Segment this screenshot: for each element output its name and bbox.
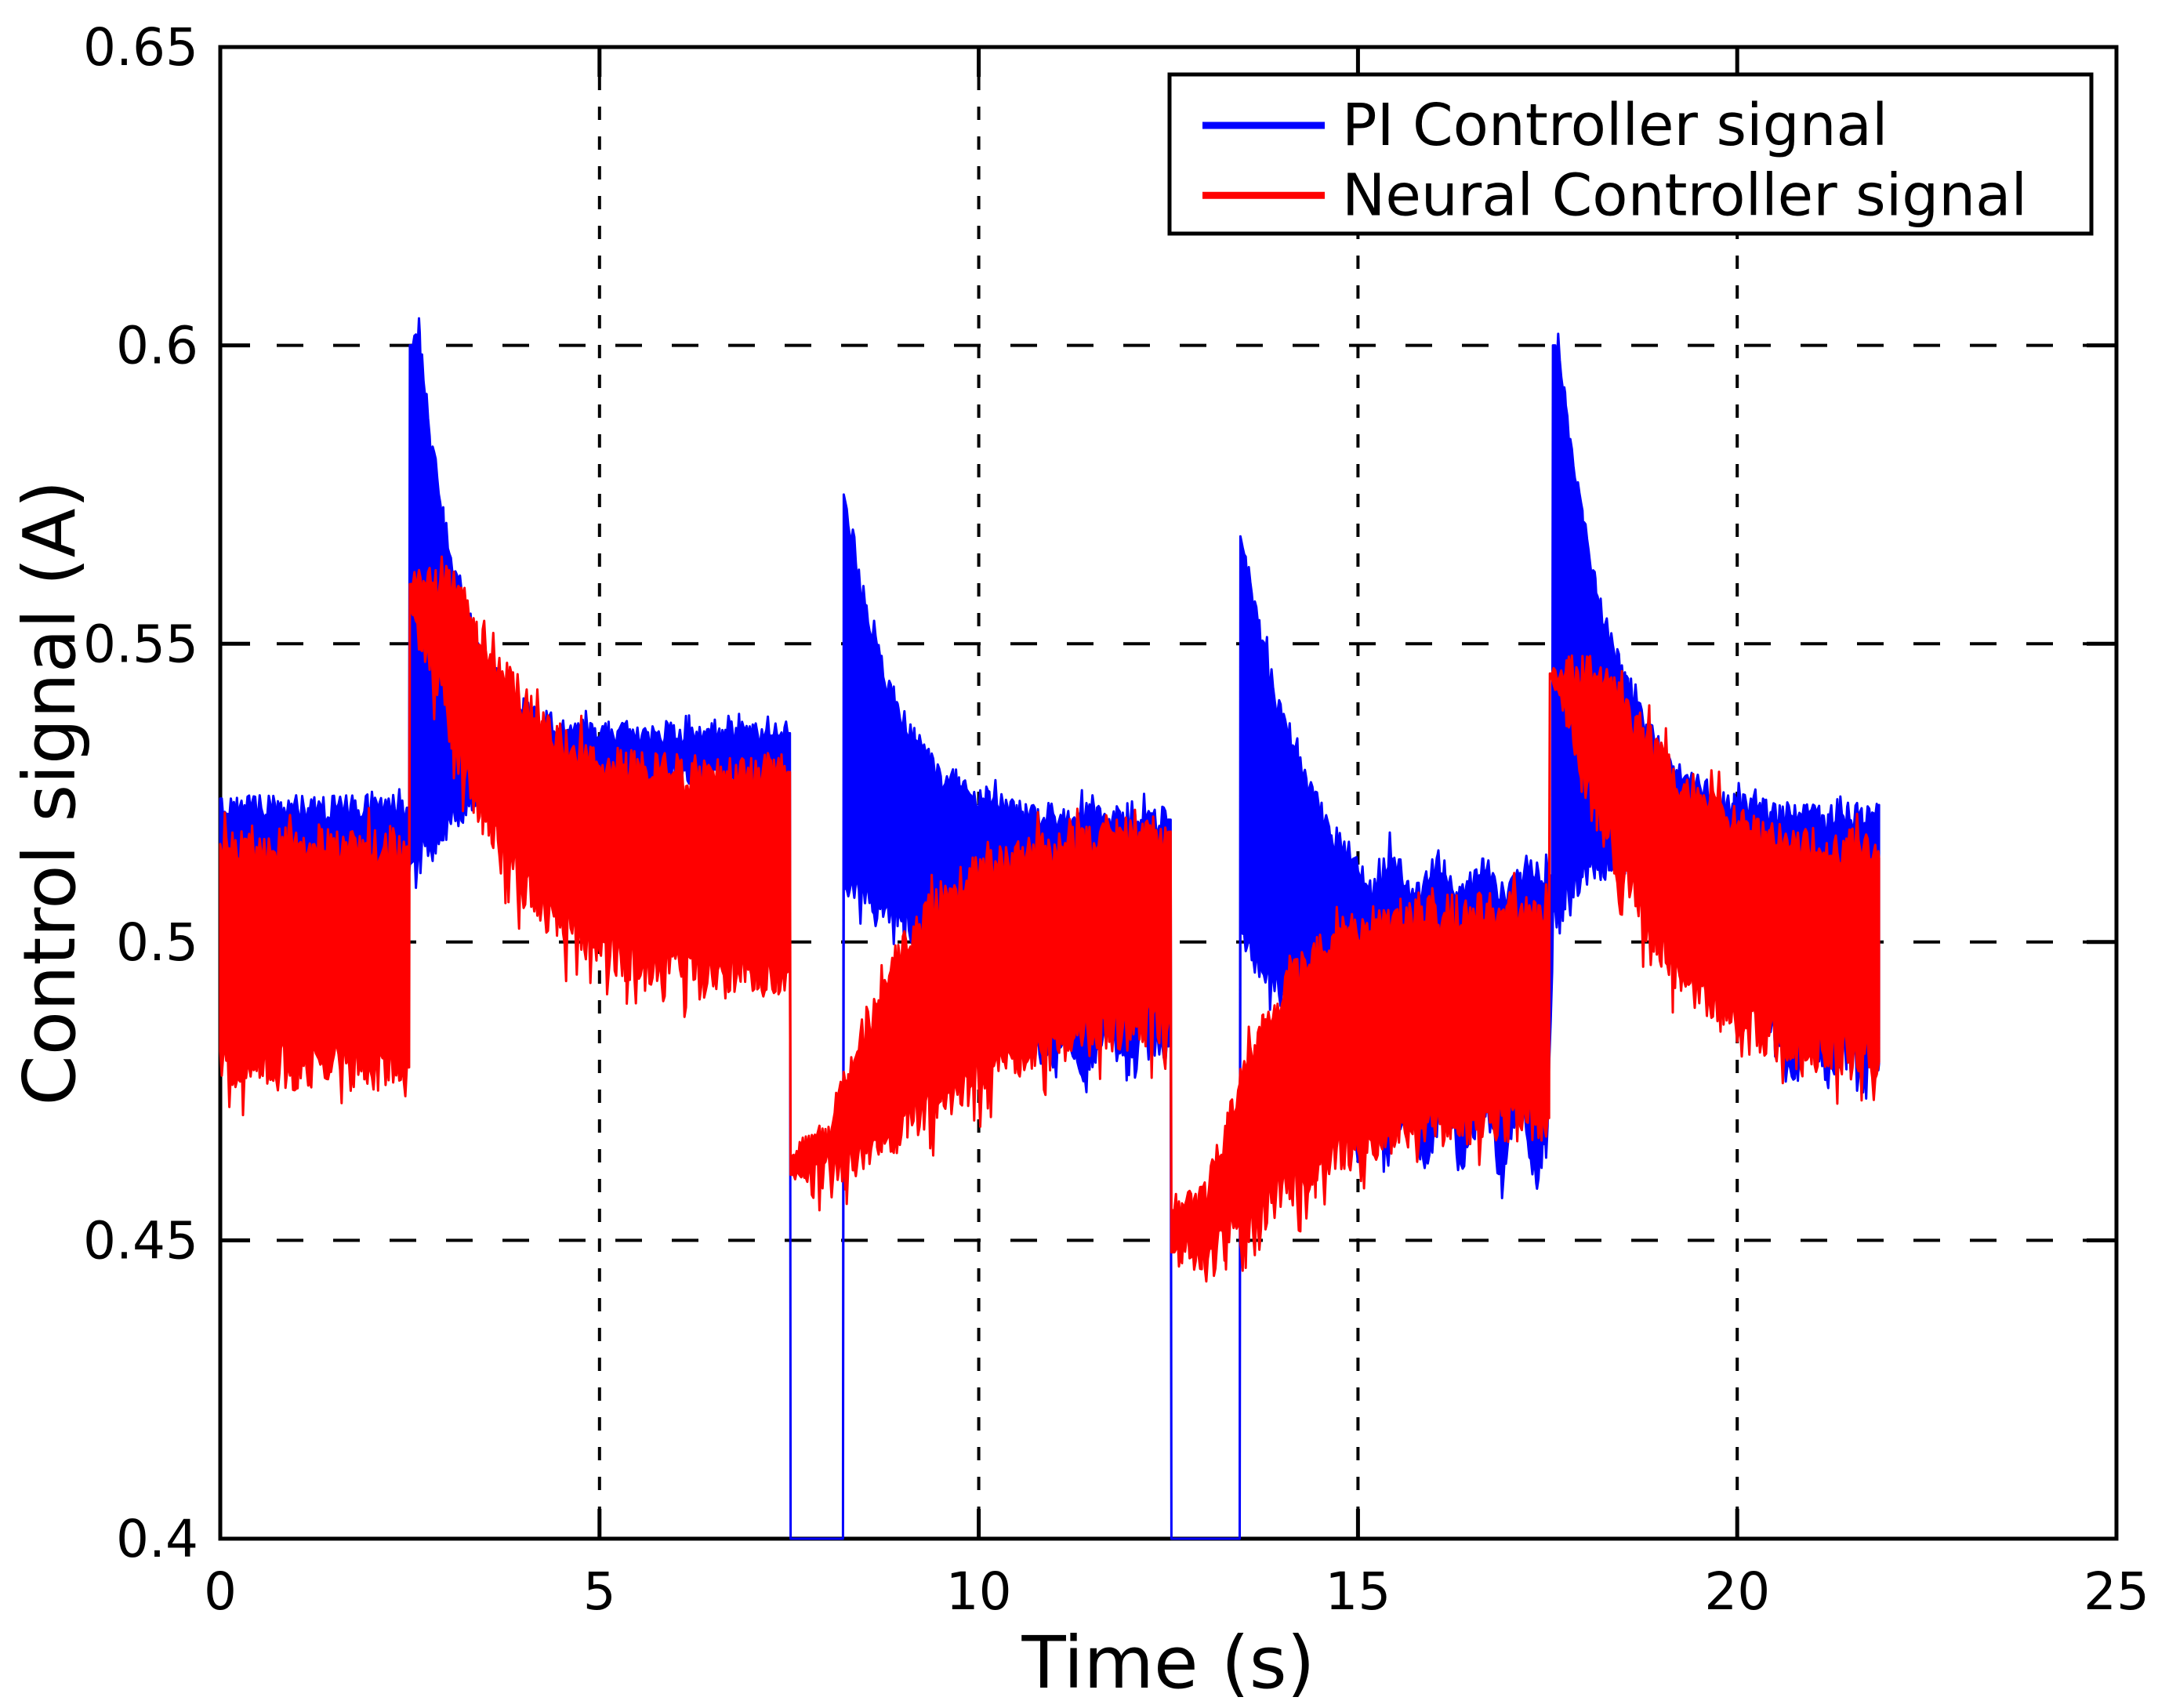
y-axis-label: Control signal (A) (8, 480, 92, 1106)
y-tick-label: 0.4 (116, 1509, 198, 1569)
y-tick-label: 0.55 (83, 614, 198, 674)
x-tick-label: 5 (583, 1561, 616, 1622)
legend-box (1167, 72, 2094, 236)
legend-entry-label-1: Neural Controller signal (1342, 161, 2027, 229)
series-band-neural-controller (219, 555, 1881, 1283)
y-tick-label: 0.6 (116, 316, 198, 376)
x-tick-label: 10 (946, 1561, 1012, 1622)
x-axis-label: Time (s) (1021, 1621, 1315, 1705)
x-tick-label: 15 (1325, 1561, 1391, 1622)
y-tick-label: 0.45 (83, 1211, 198, 1271)
axes-box (218, 45, 2119, 1541)
x-tick-label: 0 (204, 1561, 237, 1622)
x-tick-label: 20 (1704, 1561, 1770, 1622)
y-tick-label: 0.65 (83, 17, 198, 78)
y-tick-label: 0.5 (116, 912, 198, 973)
x-tick-label: 25 (2084, 1561, 2149, 1622)
legend-entry-label-0: PI Controller signal (1342, 92, 1888, 159)
